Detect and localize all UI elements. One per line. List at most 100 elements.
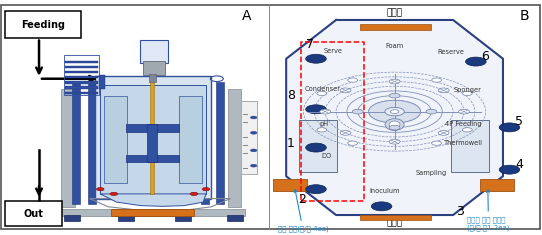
Bar: [126, 155, 179, 162]
Circle shape: [499, 165, 520, 174]
FancyBboxPatch shape: [5, 201, 62, 226]
Text: 전면부: 전면부: [386, 218, 403, 227]
Circle shape: [385, 107, 404, 116]
Bar: [65, 61, 98, 63]
Text: Out: Out: [24, 209, 43, 219]
Circle shape: [431, 141, 441, 145]
Circle shape: [389, 93, 400, 98]
Circle shape: [347, 141, 357, 145]
Polygon shape: [286, 20, 503, 215]
Bar: [360, 24, 431, 30]
Bar: [61, 209, 245, 216]
Text: Sponger: Sponger: [453, 87, 481, 94]
Ellipse shape: [385, 119, 404, 130]
Text: Inoculum: Inoculum: [370, 188, 400, 194]
Bar: [149, 74, 156, 82]
Bar: [3, 7, 267, 228]
Bar: [228, 89, 241, 207]
Circle shape: [190, 192, 198, 196]
Bar: [140, 40, 168, 63]
Bar: [179, 96, 202, 183]
FancyBboxPatch shape: [5, 11, 81, 38]
Bar: [241, 101, 257, 174]
Bar: [126, 124, 179, 132]
Circle shape: [306, 54, 326, 63]
Text: 7: 7: [306, 38, 314, 51]
Circle shape: [389, 139, 400, 144]
Bar: [99, 75, 105, 89]
Text: A: A: [242, 9, 251, 24]
Text: 5: 5: [515, 114, 523, 128]
Text: 6: 6: [481, 50, 489, 63]
Text: 2: 2: [298, 193, 306, 206]
Circle shape: [389, 125, 400, 130]
Ellipse shape: [389, 121, 400, 128]
Circle shape: [317, 128, 327, 132]
Circle shape: [202, 188, 210, 191]
Circle shape: [320, 109, 331, 114]
Circle shape: [250, 149, 257, 152]
Text: 4: 4: [515, 158, 523, 171]
Bar: [100, 85, 206, 194]
Text: 후면부: 후면부: [386, 8, 403, 17]
Bar: [64, 215, 80, 221]
Circle shape: [352, 109, 363, 114]
Bar: [243, 137, 248, 138]
Bar: [243, 168, 248, 169]
Bar: [480, 179, 514, 191]
Bar: [243, 145, 248, 146]
Bar: [201, 82, 209, 204]
Circle shape: [389, 79, 400, 84]
Text: 3: 3: [456, 205, 463, 219]
Polygon shape: [100, 194, 206, 206]
Circle shape: [390, 110, 399, 114]
Circle shape: [499, 123, 520, 132]
Bar: [72, 82, 80, 204]
Bar: [175, 215, 191, 221]
Circle shape: [340, 88, 351, 93]
Circle shape: [426, 109, 437, 114]
Circle shape: [96, 188, 104, 191]
Bar: [61, 89, 75, 207]
Circle shape: [306, 143, 326, 152]
Text: pH: pH: [320, 121, 328, 127]
Text: 형광 장치(좌/우 4ea): 형광 장치(좌/우 4ea): [278, 190, 328, 232]
Circle shape: [306, 105, 326, 114]
Text: Condenser: Condenser: [305, 86, 340, 92]
Bar: [360, 215, 431, 220]
Text: DO: DO: [322, 153, 332, 159]
Bar: [104, 96, 127, 183]
Text: Sampling: Sampling: [415, 170, 447, 176]
Circle shape: [250, 131, 257, 134]
Bar: [111, 209, 194, 216]
Bar: [143, 61, 165, 75]
Bar: [65, 92, 98, 94]
Circle shape: [466, 57, 486, 66]
Bar: [65, 81, 98, 84]
Bar: [243, 153, 248, 154]
Circle shape: [110, 192, 118, 196]
Bar: [88, 82, 96, 204]
Text: Thermowell: Thermowell: [444, 140, 483, 146]
Circle shape: [438, 88, 449, 93]
Circle shape: [438, 131, 449, 135]
Circle shape: [250, 116, 257, 119]
Circle shape: [462, 91, 472, 95]
Text: Reserve: Reserve: [437, 49, 464, 55]
Circle shape: [371, 202, 392, 211]
Circle shape: [348, 78, 357, 82]
Bar: [65, 71, 98, 73]
Text: 형광등 제어 스위치
(좌/우 갠1 2ea): 형광등 제어 스위치 (좌/우 갠1 2ea): [467, 190, 509, 231]
Text: Serve: Serve: [323, 47, 343, 54]
Bar: [216, 82, 224, 204]
Bar: [147, 124, 157, 162]
Circle shape: [340, 131, 351, 135]
Bar: [299, 120, 337, 172]
Circle shape: [462, 128, 472, 132]
Bar: [65, 76, 98, 78]
Circle shape: [459, 109, 469, 114]
Text: 1: 1: [287, 137, 295, 150]
Bar: [65, 86, 98, 89]
Bar: [227, 215, 243, 221]
Bar: [451, 120, 489, 172]
